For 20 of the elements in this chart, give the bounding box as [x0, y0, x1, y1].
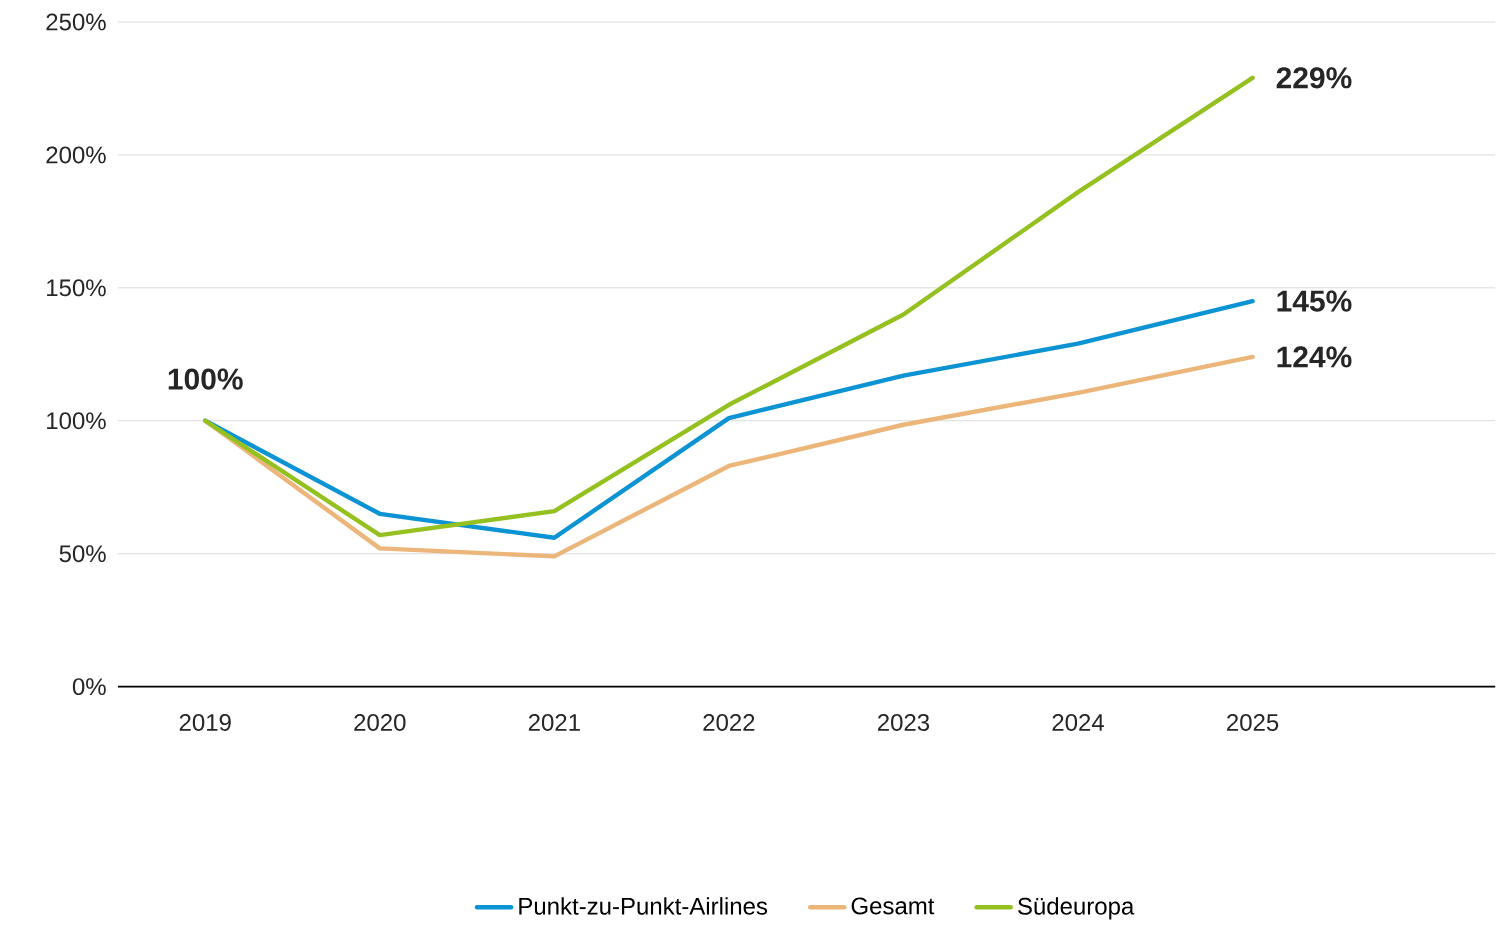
- x-tick-label: 2025: [1227, 713, 1279, 731]
- legend-label: Punkt-zu-Punkt-Airlines: [519, 896, 768, 915]
- data-label: 145%: [1277, 290, 1352, 312]
- x-tick-label: 2022: [703, 713, 755, 731]
- data-label: 100%: [168, 368, 243, 390]
- y-tick-label: 0%: [72, 677, 106, 695]
- y-tick-label: 250%: [46, 13, 106, 31]
- x-tick-label: 2020: [354, 713, 406, 731]
- y-tick-label: 100%: [47, 412, 106, 430]
- legend-label: Südeuropa: [1018, 896, 1135, 920]
- data-label: 229%: [1276, 66, 1352, 89]
- y-tick-label: 200%: [46, 146, 106, 164]
- legend-label: Gesamt: [851, 897, 935, 915]
- x-tick-label: 2024: [1052, 713, 1104, 731]
- x-tick-label: 2019: [179, 713, 231, 731]
- data-label: 124%: [1277, 346, 1352, 368]
- x-tick-label: 2021: [528, 713, 580, 731]
- y-tick-label: 150%: [47, 279, 106, 297]
- y-tick-label: 50%: [59, 544, 106, 562]
- x-tick-label: 2023: [877, 713, 930, 731]
